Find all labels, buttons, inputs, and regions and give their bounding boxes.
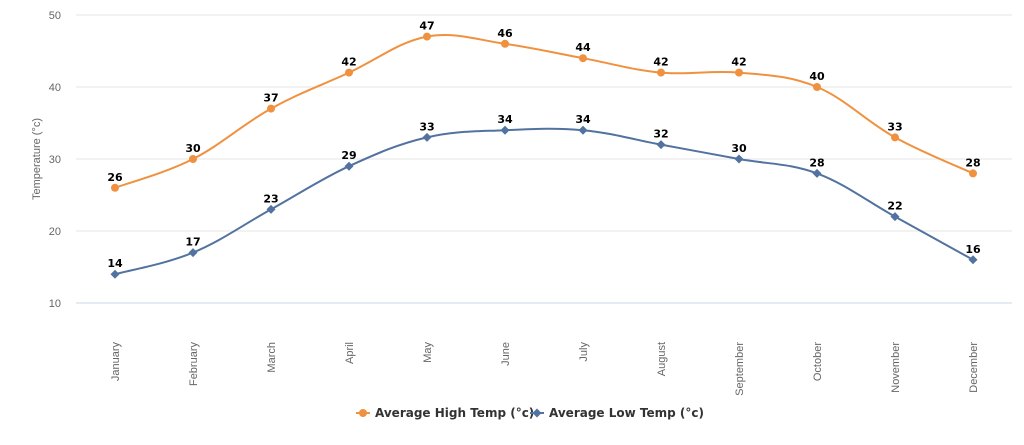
data-point-marker[interactable] [501,39,509,48]
y-gridlines [76,14,1012,304]
x-tick-label: December [968,342,980,393]
data-point-marker[interactable] [657,68,665,77]
data-label: 30 [731,142,747,155]
data-label: 33 [887,120,902,133]
data-point-marker[interactable] [656,140,666,150]
data-point-marker[interactable] [267,104,275,113]
y-tick-labels: 10 20 30 40 50 [49,10,61,310]
x-tick-label: April [344,342,356,364]
legend-label-high: Average High Temp (°c) [375,406,534,420]
x-tick-label: January [110,342,122,382]
x-tick-label: February [188,342,200,387]
data-label: 33 [419,120,434,133]
series-group [110,32,978,279]
legend-item-low[interactable]: Average Low Temp (°c) [530,406,704,420]
data-point-marker[interactable] [344,161,354,171]
data-label: 23 [263,192,278,205]
data-point-marker[interactable] [188,248,198,258]
data-labels: 26 30 37 42 47 46 44 42 42 40 33 28 14 17 23 29 33 34 34 32… [107,20,981,271]
data-point-marker[interactable] [266,204,276,214]
y-tick-label: 30 [49,154,61,166]
data-label: 34 [575,113,591,126]
data-label: 17 [185,236,200,249]
data-point-marker[interactable] [813,83,821,91]
y-tick-label: 10 [49,298,61,310]
series-line [114,33,974,189]
data-point-marker[interactable] [111,183,119,192]
data-label: 32 [653,128,668,141]
data-point-marker[interactable] [345,68,353,77]
data-label: 44 [575,41,591,54]
data-label: 46 [497,27,513,40]
y-tick-label: 20 [49,226,61,238]
x-tick-label: August [656,342,668,376]
data-point-marker[interactable] [500,125,510,135]
y-axis-label: Temperature (°c) [31,118,43,200]
data-point-marker[interactable] [812,168,822,178]
legend-marker-circle [359,409,367,417]
data-point-marker[interactable] [422,132,432,142]
data-label: 28 [809,156,824,169]
x-tick-label: March [266,342,278,373]
x-tick-label: July [578,342,590,362]
data-point-marker[interactable] [968,255,978,265]
data-point-marker[interactable] [890,212,900,222]
data-label: 14 [107,257,123,270]
legend-item-high[interactable]: Average High Temp (°c) [356,406,534,420]
data-label: 29 [341,149,356,162]
data-point-marker[interactable] [189,155,197,163]
series-line [114,127,974,276]
data-point-marker[interactable] [110,269,120,279]
x-tick-labels: January February March April May June July Augu… [110,342,980,396]
data-label: 42 [341,56,356,69]
x-tick-label: October [812,342,824,381]
data-label: 26 [107,171,123,184]
x-tick-label: June [500,342,512,366]
data-point-marker[interactable] [969,169,977,178]
data-point-marker[interactable] [891,133,899,142]
data-point-marker[interactable] [734,154,744,164]
data-label: 37 [263,92,278,105]
data-point-marker[interactable] [578,125,588,135]
y-tick-label: 50 [49,10,61,22]
data-label: 42 [731,56,746,69]
data-label: 30 [185,142,201,155]
legend[interactable]: Average High Temp (°c) Average Low Temp … [356,406,704,420]
x-tick-label: September [734,342,746,396]
data-point-marker[interactable] [735,68,743,77]
legend-label-low: Average Low Temp (°c) [549,406,704,420]
data-label: 34 [497,113,513,126]
legend-marker-diamond [532,408,542,418]
x-tick-label: November [890,342,902,393]
data-label: 47 [419,20,434,33]
data-point-marker[interactable] [579,54,587,63]
data-label: 28 [965,156,980,169]
x-tick-label: May [422,342,434,363]
data-label: 22 [887,200,902,213]
data-label: 42 [653,56,668,69]
data-label: 16 [965,243,981,256]
data-point-marker[interactable] [423,32,431,41]
y-tick-label: 40 [49,82,61,94]
data-label: 40 [809,70,825,83]
